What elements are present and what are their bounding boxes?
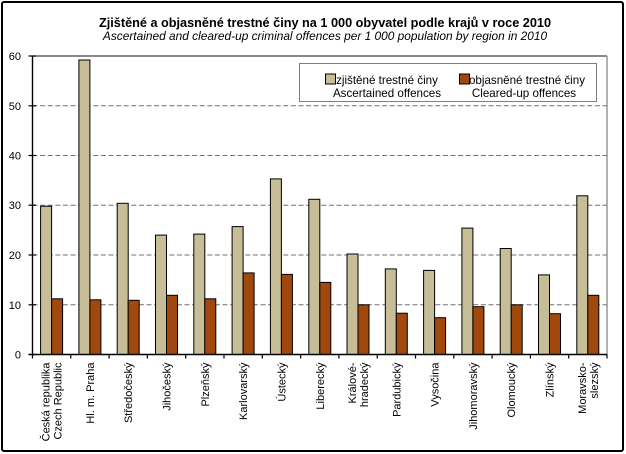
svg-text:Jihočeský: Jihočeský [162,362,174,411]
svg-text:Karlovarský: Karlovarský [238,362,250,420]
svg-text:0: 0 [15,350,21,362]
svg-text:Czech Republic: Czech Republic [53,362,65,440]
svg-text:30: 30 [9,200,21,212]
svg-text:Plzeňský: Plzeňský [200,362,212,407]
svg-text:hradecký: hradecký [359,362,371,407]
svg-text:Hl. m. Praha: Hl. m. Praha [85,362,97,424]
svg-text:objasněné trestné činy: objasněné trestné činy [469,74,585,87]
svg-text:Králové-: Králové- [347,362,359,403]
svg-text:Česká republika: Česká republika [40,362,53,442]
svg-text:Ascertained offences: Ascertained offences [333,87,441,100]
svg-text:Středočeský: Středočeský [123,362,135,423]
svg-text:60: 60 [9,51,21,63]
svg-text:Liberecký: Liberecký [315,362,327,410]
svg-text:Jihomoravský: Jihomoravský [468,362,480,430]
svg-text:Cleared-up offences: Cleared-up offences [472,87,576,100]
svg-text:Ascertained and cleared-up cri: Ascertained and cleared-up criminal offe… [102,29,548,43]
svg-text:zjištěné trestné činy: zjištěné trestné činy [336,74,438,87]
svg-text:Olomoucký: Olomoucký [506,362,518,418]
svg-text:20: 20 [9,250,21,262]
svg-text:10: 10 [9,300,21,312]
svg-text:Ústecký: Ústecký [275,362,288,402]
svg-text:slezský: slezský [589,362,601,399]
svg-text:40: 40 [9,151,21,163]
svg-text:Zjištěné a objasněné trestné č: Zjištěné a objasněné trestné činy na 1 0… [99,16,551,30]
svg-text:Moravsko-: Moravsko- [577,362,589,414]
svg-text:Zlínský: Zlínský [545,362,557,397]
svg-text:50: 50 [9,101,21,113]
svg-text:Vysočina: Vysočina [430,362,442,407]
svg-text:Pardubický: Pardubický [391,362,403,417]
